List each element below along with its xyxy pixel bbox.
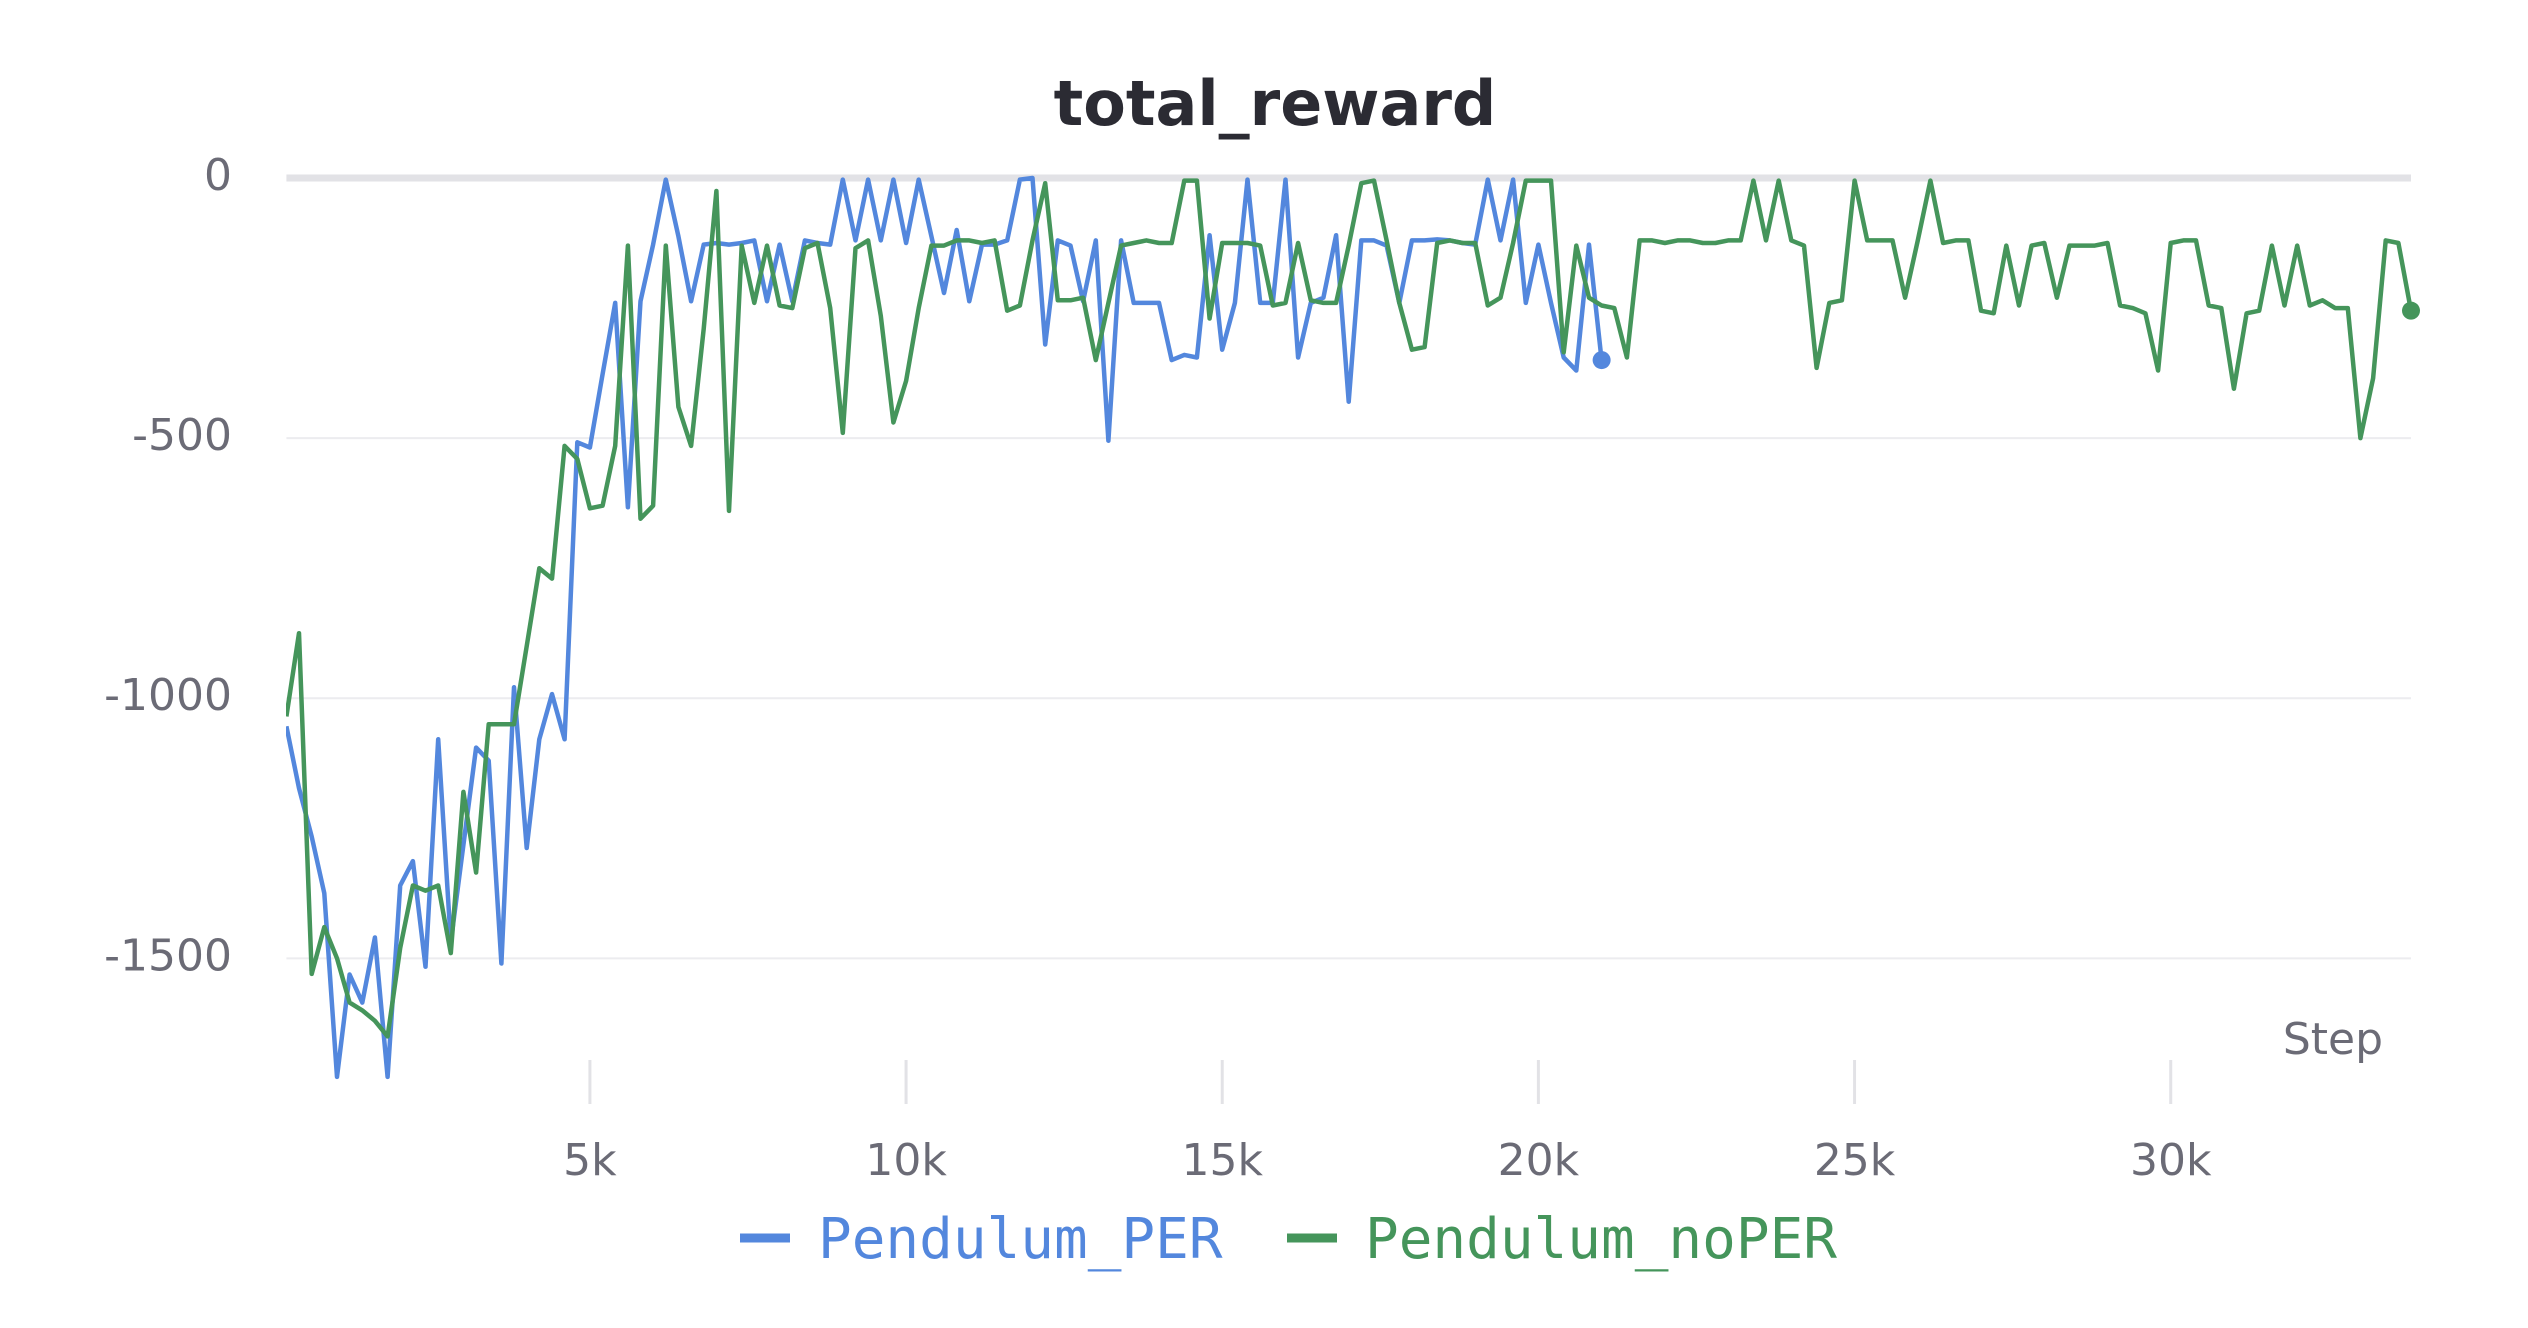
chart-title: total_reward	[1054, 67, 1497, 140]
x-tick-label: 25k	[1814, 1135, 1896, 1186]
series-line	[286, 175, 1604, 1080]
x-tick-label: 10k	[865, 1135, 947, 1186]
series-end-dot	[1592, 351, 1611, 370]
x-axis-label: Step	[2283, 1014, 2383, 1065]
series-end-dot	[2402, 301, 2420, 320]
legend-label: Pendulum_noPER	[1365, 1207, 1837, 1272]
x-tick-label: 5k	[563, 1135, 617, 1186]
plot-lines	[286, 175, 2412, 1080]
x-tick-label: 30k	[2130, 1135, 2212, 1186]
x-tick-label: 20k	[1498, 1135, 1580, 1186]
y-tick-label: -500	[132, 410, 232, 461]
y-tick-label: 0	[204, 150, 232, 201]
y-tick-label: -1500	[104, 930, 232, 981]
y-tick-label: -1000	[104, 670, 232, 721]
legend-label: Pendulum_PER	[818, 1207, 1223, 1272]
series-line	[286, 178, 2412, 1039]
x-tick-label: 15k	[1182, 1135, 1264, 1186]
